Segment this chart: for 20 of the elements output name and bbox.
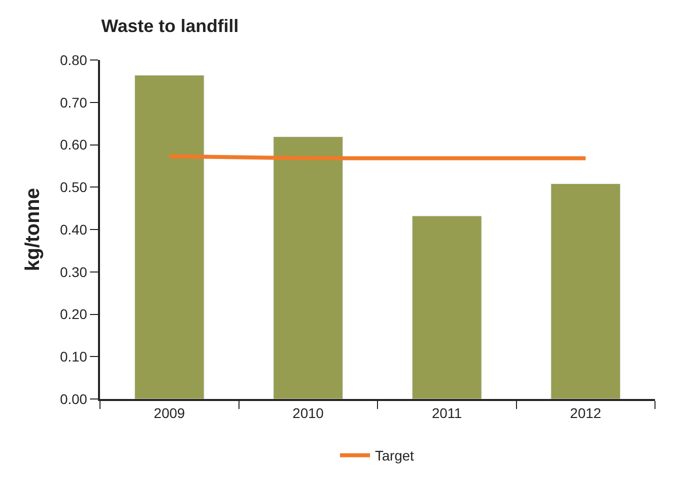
bar <box>134 75 204 399</box>
x-tick-label: 2009 <box>154 404 186 421</box>
y-tick-label: 0.50 <box>60 179 88 196</box>
legend-label: Target <box>375 448 414 464</box>
x-tick-label: 2011 <box>432 404 462 421</box>
y-tick-label: 0.20 <box>60 306 88 322</box>
y-axis-title: kg/tonne <box>22 188 44 272</box>
y-tick-label: 0.80 <box>60 52 88 68</box>
bar <box>273 136 344 399</box>
bar <box>412 216 482 399</box>
y-tick-label: 0.00 <box>60 390 88 407</box>
x-tick-label: 2010 <box>292 404 324 421</box>
y-tick-label: 0.30 <box>60 264 88 280</box>
x-tick-label: 2012 <box>570 404 602 421</box>
y-tick-label: 0.10 <box>60 348 88 365</box>
bar <box>550 183 621 399</box>
y-tick-label: 0.60 <box>60 136 88 153</box>
y-tick-label: 0.70 <box>60 94 88 110</box>
chart-title: Waste to landfill <box>101 16 239 36</box>
y-tick-label: 0.40 <box>60 221 88 238</box>
